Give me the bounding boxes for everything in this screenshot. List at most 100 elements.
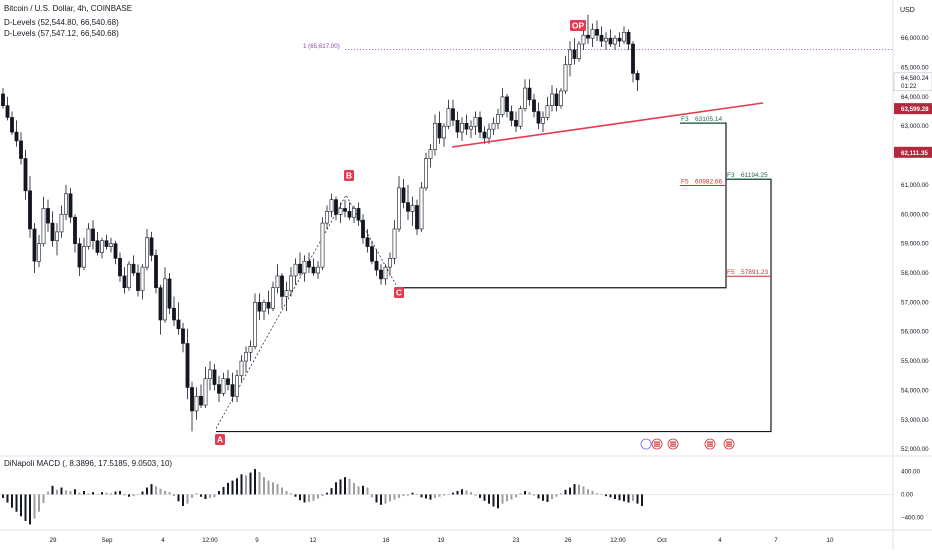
candle-body xyxy=(446,108,451,127)
flag-stripe xyxy=(726,445,732,447)
price-tick-label: 63,000.00 xyxy=(901,123,929,130)
candle-body xyxy=(235,375,239,397)
macd-bar xyxy=(483,494,486,501)
macd-bar xyxy=(150,484,153,495)
fib-level-label: F5 xyxy=(727,269,735,276)
price-tick-label: 66,000.00 xyxy=(901,35,929,42)
candle-body xyxy=(514,120,518,127)
macd-indicator-label[interactable]: DiNapoli MACD (, 8.3896, 17.5185, 9.0503… xyxy=(4,459,173,468)
dlevels-indicator-2[interactable]: D-Levels (57,547.12, 66,540.68) xyxy=(4,29,119,38)
candle-body xyxy=(19,140,23,159)
macd-bar xyxy=(137,494,139,496)
macd-bar xyxy=(56,489,58,495)
price-tick-label: 52,000.00 xyxy=(901,446,929,453)
macd-bar xyxy=(524,490,526,495)
macd-bar xyxy=(474,494,477,496)
candle-body xyxy=(464,122,469,130)
macd-bar xyxy=(641,494,643,506)
price-tick-label: 64,000.00 xyxy=(901,94,929,101)
candle-body xyxy=(325,211,329,224)
macd-bar xyxy=(366,487,369,495)
macd-bar xyxy=(488,494,490,504)
candle-body xyxy=(415,205,419,230)
fib-level-label: F3 xyxy=(681,116,689,123)
macd-bar xyxy=(452,492,454,495)
macd-bar xyxy=(344,477,346,495)
candle-body xyxy=(37,243,41,262)
candle-body xyxy=(307,260,311,268)
macd-bar xyxy=(407,494,409,496)
macd-bar xyxy=(600,494,603,496)
wave-marker-c xyxy=(394,287,404,298)
candle-body xyxy=(536,111,541,124)
macd-bar xyxy=(636,494,639,504)
candle-body xyxy=(55,231,59,242)
price-badge xyxy=(894,146,932,158)
candle-body xyxy=(383,266,388,280)
macd-bar xyxy=(263,477,265,495)
macd-bar xyxy=(492,494,495,507)
candle-body xyxy=(568,49,572,65)
macd-bar xyxy=(627,494,630,503)
macd-bar xyxy=(182,494,184,506)
candle-body xyxy=(91,228,95,242)
price-tick-label: 56,000.00 xyxy=(901,329,929,336)
macd-bar xyxy=(231,480,234,495)
time-tick-label: 23 xyxy=(513,537,520,544)
macd-bar xyxy=(555,494,558,497)
candle-body xyxy=(136,272,140,291)
candle-body xyxy=(374,260,379,271)
macd-bar xyxy=(132,494,135,497)
macd-bar xyxy=(168,492,171,495)
candle-body xyxy=(289,275,293,291)
dotted-level-label: 1 (65,617.00) xyxy=(303,43,340,50)
macd-bar xyxy=(326,492,328,495)
macd-bar xyxy=(384,494,387,504)
macd-bar xyxy=(537,494,540,499)
macd-bar xyxy=(308,494,310,502)
macd-bar xyxy=(371,494,373,498)
macd-tick-label: −400.00 xyxy=(901,514,924,521)
macd-bar xyxy=(38,494,40,512)
price-tick-label: 61,000.00 xyxy=(901,182,929,189)
candle-body xyxy=(347,211,352,218)
currency-label[interactable]: USD xyxy=(900,7,915,14)
candle-body xyxy=(118,258,122,277)
macd-bar xyxy=(218,490,220,495)
time-tick-label: 4 xyxy=(161,537,165,544)
candle-body xyxy=(541,117,545,124)
macd-bar xyxy=(69,490,72,495)
candle-body xyxy=(127,263,131,288)
macd-bar xyxy=(254,469,256,495)
macd-bar xyxy=(393,494,396,500)
macd-bar xyxy=(348,478,351,495)
macd-bar xyxy=(119,490,121,495)
candle-body xyxy=(401,187,406,203)
candle-body xyxy=(487,128,491,139)
candle-body xyxy=(145,237,149,268)
macd-bar xyxy=(551,494,553,500)
flag-stripe xyxy=(654,445,660,447)
wave-marker-label: A xyxy=(217,435,223,445)
candle-body xyxy=(95,240,100,253)
fib-level-label: F5 xyxy=(681,178,689,185)
candle-body xyxy=(316,266,320,274)
macd-bar xyxy=(191,494,193,498)
macd-bar xyxy=(65,490,67,495)
candle-body xyxy=(221,378,226,394)
dlevels-indicator-1[interactable]: D-Levels (52,544.80, 66,540.68) xyxy=(4,18,119,27)
candle-body xyxy=(284,290,289,297)
macd-bar xyxy=(321,494,324,497)
price-badge-label: 63,599.28 xyxy=(901,106,929,113)
macd-bar xyxy=(24,494,27,521)
macd-bar xyxy=(164,490,166,495)
macd-bar xyxy=(609,494,612,498)
flag-stripe xyxy=(707,443,713,445)
wave-marker-label: OP xyxy=(572,21,585,31)
flag-stripe xyxy=(670,441,676,443)
candle-body xyxy=(172,307,176,321)
macd-bar xyxy=(146,487,148,495)
candle-body xyxy=(595,29,599,36)
